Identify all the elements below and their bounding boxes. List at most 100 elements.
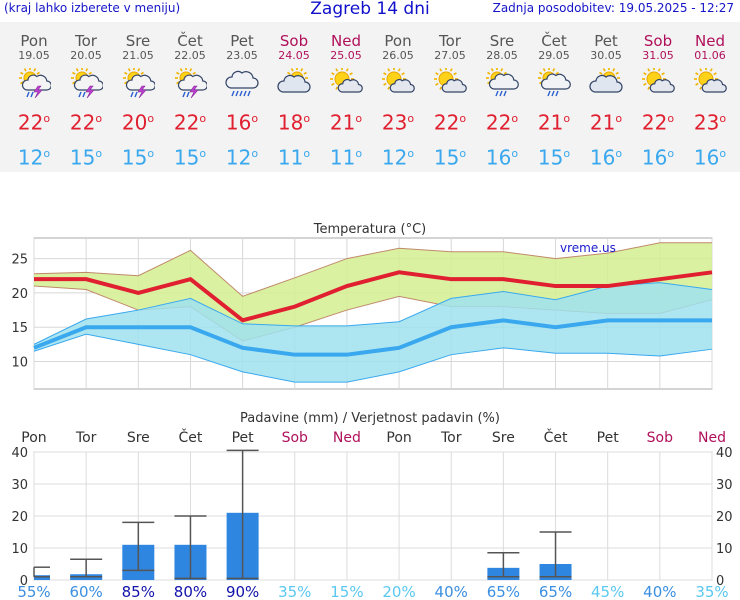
min-temperature-line [33, 318, 712, 357]
thunderstorm-sun-icon [175, 68, 207, 98]
day-date: 19.05 [18, 49, 50, 62]
forecast-day: Sob 24.05 18o 11o [268, 22, 320, 168]
day-date: 20.05 [70, 49, 102, 62]
day-name: Pet [594, 32, 618, 50]
partly-sunny-icon [382, 68, 415, 93]
day-date: 24.05 [278, 49, 310, 62]
precipitation-probability: 40% [643, 583, 676, 600]
precipitation-day-label: Tor [75, 430, 97, 446]
day-date: 27.05 [434, 49, 466, 62]
precipitation-probability: 65% [539, 583, 572, 600]
partly-sunny-icon [434, 68, 467, 93]
min-temperature: 15o [537, 145, 571, 170]
max-temperature: 18o [277, 110, 311, 135]
watermark: vreme.us [560, 241, 616, 255]
cloudy-sun-icon [589, 68, 623, 93]
min-temperature: 15o [433, 145, 467, 170]
precipitation-day-label: Sre [492, 430, 515, 446]
precipitation-day-label: Sob [282, 430, 308, 446]
day-name: Tor [75, 32, 97, 50]
day-name: Čet [541, 32, 567, 50]
partly-sunny-icon [694, 68, 727, 93]
day-name: Sob [643, 32, 673, 50]
precipitation-day-label: Čet [179, 428, 203, 446]
day-name: Sre [125, 32, 151, 50]
precipitation-tick-label-right: 0 [716, 574, 724, 589]
precipitation-probability: 15% [330, 583, 363, 600]
precipitation-day-label: Ned [333, 430, 361, 446]
max-temperature: 22o [17, 110, 51, 135]
forecast-day: Pet 30.05 21o 16o [580, 22, 632, 168]
precipitation-tick-label-left: 30 [11, 478, 28, 493]
day-date: 21.05 [122, 49, 154, 62]
max-temperature: 20o [121, 110, 155, 135]
precipitation-probability: 65% [487, 583, 520, 600]
forecast-day: Ned 25.05 21o 11o [320, 22, 372, 168]
max-temperature: 22o [641, 110, 675, 135]
min-temperature: 12o [381, 145, 415, 170]
day-name: Pet [230, 32, 254, 50]
precipitation-tick-label-right: 20 [716, 510, 733, 525]
day-date: 29.05 [538, 49, 570, 62]
temperature-tick-label: 15 [11, 321, 28, 336]
page-title: Zagreb 14 dni [310, 0, 430, 19]
min-temperature: 16o [641, 145, 675, 170]
precipitation-day-label: Čet [544, 428, 568, 446]
precipitation-probability: 60% [69, 583, 102, 600]
precipitation-probability: 35% [695, 583, 728, 600]
max-temperature: 22o [173, 110, 207, 135]
max-temperature: 22o [69, 110, 103, 135]
day-name: Ned [695, 32, 725, 50]
min-temperature: 12o [225, 145, 259, 170]
day-date: 31.05 [642, 49, 674, 62]
forecast-day: Tor 27.05 22o 15o [424, 22, 476, 168]
day-date: 30.05 [590, 49, 622, 62]
min-temperature: 16o [693, 145, 727, 170]
forecast-day: Tor 20.05 22o 15o [60, 22, 112, 168]
precipitation-probability: 45% [591, 583, 624, 600]
min-temperature: 15o [69, 145, 103, 170]
min-temperature: 15o [173, 145, 207, 170]
day-date: 22.05 [174, 49, 206, 62]
min-temperature-range-edge [33, 333, 713, 383]
min-temperature: 11o [329, 145, 363, 170]
precipitation-day-label: Pet [597, 430, 620, 446]
temperature-tick-label: 10 [11, 356, 28, 371]
precipitation-tick-label-right: 10 [716, 542, 733, 557]
rain-cloud-icon [225, 70, 259, 97]
forecast-day: Pon 26.05 23o 12o [372, 22, 424, 168]
max-temperature: 21o [589, 110, 623, 135]
partly-sunny-icon [330, 68, 363, 93]
forecast-day: Sre 28.05 22o 16o [476, 22, 528, 168]
day-name: Sob [279, 32, 309, 50]
rain-sun-icon [538, 68, 571, 97]
day-name: Tor [439, 32, 461, 50]
max-temperature: 22o [433, 110, 467, 135]
max-temperature-range [34, 242, 712, 341]
precipitation-day-label: Pet [232, 430, 255, 446]
max-temperature: 23o [693, 110, 727, 135]
precipitation-tick-label-left: 40 [11, 446, 28, 461]
max-temperature-line [34, 270, 713, 323]
day-date: 28.05 [486, 49, 518, 62]
day-name: Pon [384, 32, 412, 50]
precipitation-probability: 20% [382, 583, 415, 600]
max-temperature: 23o [381, 110, 415, 135]
max-temperature: 21o [537, 110, 571, 135]
precipitation-probability: 40% [435, 583, 468, 600]
min-temperature-range-edge [33, 282, 713, 345]
temperature-tick-label: 25 [11, 253, 28, 268]
location-hint[interactable]: (kraj lahko izberete v meniju) [4, 1, 181, 15]
max-temperature: 21o [329, 110, 363, 135]
precipitation-bar [34, 575, 50, 580]
precipitation-tick-label-left: 20 [11, 510, 28, 525]
min-temperature: 11o [277, 145, 311, 170]
precipitation-probability: 55% [17, 583, 50, 600]
temperature-tick-label: 20 [11, 287, 28, 302]
thunderstorm-sun-icon [123, 68, 155, 98]
forecast-day: Sob 31.05 22o 16o [632, 22, 684, 168]
temperature-title: Temperatura (°C) [313, 222, 426, 237]
day-name: Pon [20, 32, 48, 50]
min-temperature: 12o [17, 145, 51, 170]
day-date: 25.05 [330, 49, 362, 62]
